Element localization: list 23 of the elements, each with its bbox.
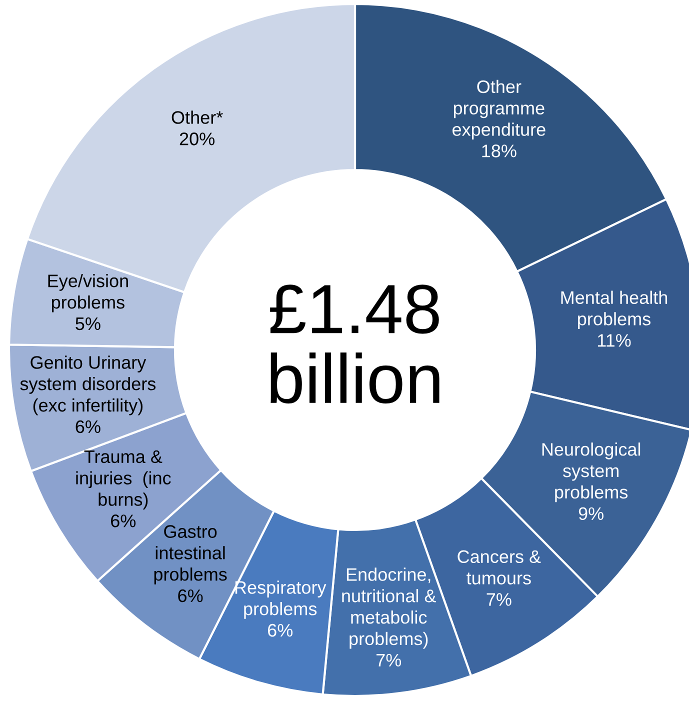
data-label: 9% — [578, 507, 604, 520]
data-label: 6% — [111, 514, 136, 528]
data-label: 6% — [178, 589, 203, 602]
text: £1.48 billion — [270, 284, 440, 404]
slice-label: Eye/vision problems — [48, 274, 128, 312]
slice-label: Other programme expenditure — [452, 80, 546, 140]
data-label: 7% — [376, 654, 402, 667]
data-label: 20% — [180, 132, 215, 146]
slice-label: Endocrine, nutritional & metabolic problems) — [342, 568, 436, 649]
data-label: 6% — [268, 624, 293, 637]
data-label: 18% — [482, 144, 516, 158]
slice-label: Mental health problems — [561, 290, 668, 329]
data-label: 6% — [76, 420, 100, 434]
slice-label: Neurological system problems — [542, 442, 640, 502]
slice-label: Gastro intestinal problems — [154, 525, 227, 584]
data-label: 5% — [76, 317, 100, 330]
slice-label: Genito Urinary system disorders (exc infertility) — [20, 356, 156, 416]
data-label: 11% — [598, 334, 631, 347]
slice-label: Respiratory problems — [235, 580, 326, 619]
slice-label: Trauma & injuries (inc burns) — [76, 450, 171, 510]
slice-label: Other* — [172, 110, 223, 124]
slice-label: Cancers & tumours — [458, 550, 541, 584]
data-label: 7% — [486, 593, 512, 606]
